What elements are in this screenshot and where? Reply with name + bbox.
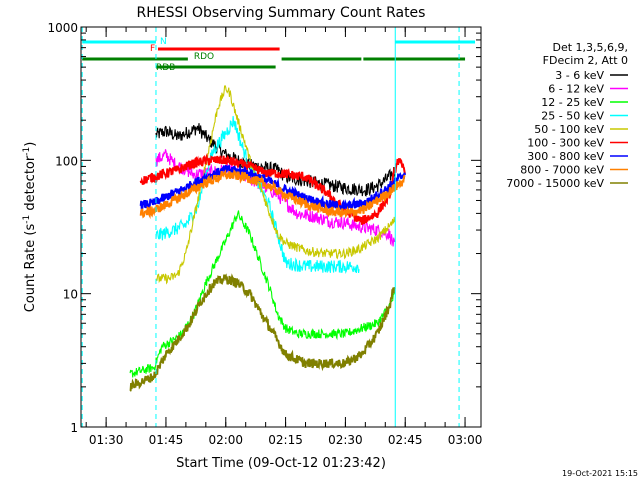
legend-entry: 3 - 6 keV bbox=[555, 69, 604, 82]
plot-frame bbox=[80, 26, 482, 428]
x-tick-label: 02:15 bbox=[268, 433, 303, 447]
legend-entry: 800 - 7000 keV bbox=[520, 164, 604, 177]
series-layer bbox=[129, 85, 406, 392]
legend-header: Det 1,3,5,6,9, bbox=[552, 41, 628, 54]
x-tick-label: 02:45 bbox=[388, 433, 423, 447]
series-line-1 bbox=[155, 123, 396, 197]
legend-entry: 6 - 12 keV bbox=[548, 83, 604, 96]
legend-entry: 7000 - 15000 keV bbox=[506, 177, 604, 190]
flag-label-f: F bbox=[150, 44, 155, 54]
legend-header: FDecim 2, Att 0 bbox=[543, 54, 628, 67]
x-tick-label: 02:00 bbox=[208, 433, 243, 447]
legend-entry: 12 - 25 keV bbox=[541, 96, 604, 109]
legend-entry: 100 - 300 keV bbox=[527, 137, 604, 150]
x-tick-label: 03:00 bbox=[448, 433, 483, 447]
y-tick-label: 10 bbox=[63, 288, 78, 302]
series-line-8 bbox=[139, 169, 406, 220]
y-tick-label: 1000 bbox=[47, 21, 78, 35]
chart-title: RHESSI Observing Summary Count Rates bbox=[137, 5, 426, 21]
series-line-9 bbox=[129, 273, 396, 392]
flag-label-rdb: RDB bbox=[156, 63, 175, 73]
legend: Det 1,3,5,6,9,FDecim 2, Att 0 3 - 6 keV6 … bbox=[506, 41, 628, 190]
series-line-5 bbox=[155, 85, 396, 285]
x-tick-label: 02:30 bbox=[328, 433, 363, 447]
y-axis-label: Count Rate (s-1 detector-1) bbox=[22, 142, 38, 313]
y-tick-label: 100 bbox=[55, 154, 78, 168]
flag-bars: NF RDO RDB bbox=[82, 37, 476, 73]
y-tick-label: 1 bbox=[70, 421, 78, 435]
x-axis-label: Start Time (09-Oct-12 01:23:42) bbox=[176, 456, 386, 471]
flag-label-rdo: RDO bbox=[194, 52, 214, 62]
series-line-3 bbox=[129, 210, 396, 378]
x-tick-label: 01:45 bbox=[149, 433, 184, 447]
y-axis: 1 10 100 1000 bbox=[47, 21, 481, 435]
legend-entry: 300 - 800 keV bbox=[527, 150, 604, 163]
legend-entry: 25 - 50 keV bbox=[541, 110, 604, 123]
legend-entry: 50 - 100 keV bbox=[534, 123, 604, 136]
flag-label-n: N bbox=[160, 37, 167, 47]
x-axis: 01:30 01:45 02:00 02:15 02:30 02:45 03:00 bbox=[85, 27, 483, 447]
series-line-6 bbox=[139, 152, 406, 225]
x-tick-label: 01:30 bbox=[89, 433, 124, 447]
timestamp: 19-Oct-2021 15:15 bbox=[562, 469, 638, 478]
night-markers bbox=[81, 27, 460, 427]
